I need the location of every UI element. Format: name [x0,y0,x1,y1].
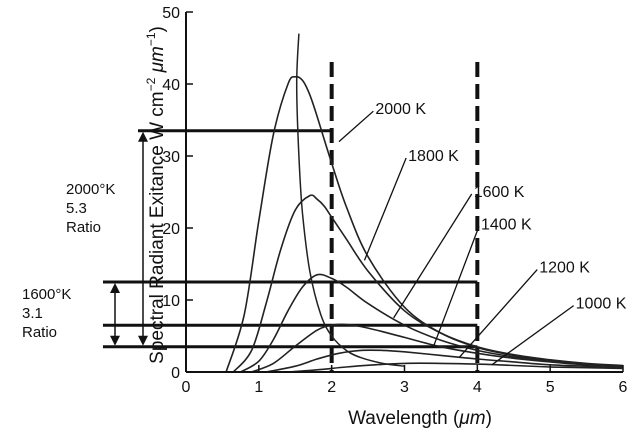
ratio-1600k-value: 3.1 [22,305,43,322]
leader-1400k [433,226,480,347]
curve-1800k [232,194,624,373]
leader-2000k [338,110,374,143]
ratio-arrowhead-up [138,131,148,142]
y-tick-label: 20 [162,221,180,238]
leader-1600k [393,193,473,319]
ratio-2000k-word: Ratio [66,219,102,236]
y-tick-label: 40 [162,77,180,94]
ratio-arrowhead-up [110,283,120,293]
x-tick-label: 6 [619,379,628,396]
label-1400k: 1400 K [481,216,532,233]
leader-1000k [491,305,575,366]
leader-1200k [458,269,538,359]
ratio-arrowhead-down [110,335,120,346]
x-tick-label: 0 [182,379,191,396]
ratio-1600k-temp: 1600°K [22,286,72,303]
x-tick-label: 4 [473,379,482,396]
x-tick-label: 2 [327,379,336,396]
x-tick-label: 1 [254,379,263,396]
label-1000k: 1000 K [576,296,627,313]
x-tick-label: 5 [546,379,555,396]
ratio-arrowhead-down [138,335,148,346]
y-tick-label: 10 [162,293,180,310]
y-tick-label: 30 [162,149,180,166]
y-axis-label: Spectral Radiant Exitance W cm−2 μm−1) [144,26,168,364]
peak-locus-curve [295,33,405,367]
x-tick-label: 3 [400,379,409,396]
curve-1400k [251,323,624,373]
y-tick-label: 50 [162,5,180,22]
curve-1600k [240,273,624,373]
ratio-2000k-value: 5.3 [66,200,87,217]
label-1800k: 1800 K [408,148,459,165]
curve-2000k [225,75,624,373]
ratio-2000k-temp: 2000°K [66,181,116,198]
x-axis-label: Wavelength (μm) [348,408,492,429]
y-tick-label: 0 [171,365,180,382]
ratio-1600k-word: Ratio [22,324,58,341]
label-1200k: 1200 K [539,260,590,277]
leader-1800k [363,157,407,261]
label-1600k: 1600 K [474,184,525,201]
curve-1000k [287,362,624,373]
curve-1200k [265,349,624,373]
label-2000k: 2000 K [375,101,426,118]
ratio-annotation-2000k: 2000°K 5.3 Ratio [66,180,115,237]
ratio-annotation-1600k: 1600°K 3.1 Ratio [22,285,71,342]
